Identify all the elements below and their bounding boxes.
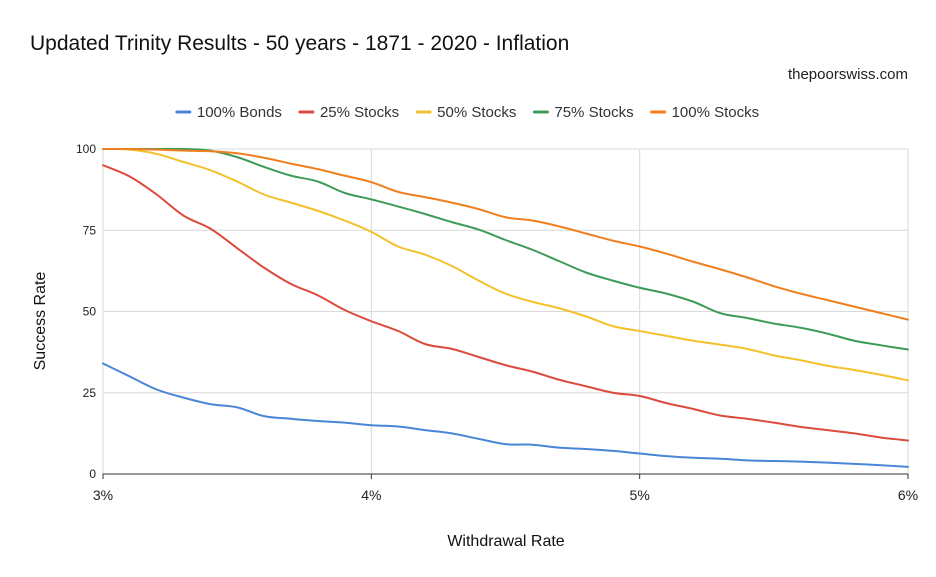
series-line-100pct-bonds bbox=[102, 362, 909, 468]
legend-label: 75% Stocks bbox=[554, 104, 633, 121]
legend-item-50pct-stocks[interactable]: 50% Stocks bbox=[415, 104, 516, 121]
y-tick-label: 25 bbox=[83, 386, 97, 400]
series-line-25pct-stocks bbox=[102, 164, 909, 442]
series-line-75pct-stocks bbox=[102, 147, 909, 351]
legend-item-75pct-stocks[interactable]: 75% Stocks bbox=[532, 104, 634, 121]
x-tick-label: 4% bbox=[361, 487, 381, 503]
legend-label: 25% Stocks bbox=[320, 104, 399, 121]
y-tick-label: 75 bbox=[83, 223, 97, 237]
series-line-50pct-stocks bbox=[102, 148, 909, 382]
y-tick-label: 50 bbox=[83, 305, 97, 319]
x-tick-label: 6% bbox=[898, 487, 918, 503]
x-axis-ticks: 3% 4% 5% 6% bbox=[93, 474, 918, 503]
legend-label: 50% Stocks bbox=[437, 104, 516, 121]
legend-label: 100% Stocks bbox=[672, 104, 760, 121]
series-lines bbox=[102, 147, 909, 468]
x-axis-label: Withdrawal Rate bbox=[447, 533, 564, 550]
legend-label: 100% Bonds bbox=[197, 104, 282, 121]
x-tick-label: 5% bbox=[630, 487, 650, 503]
y-axis-label: Success Rate bbox=[32, 272, 49, 371]
legend-item-100pct-bonds[interactable]: 100% Bonds bbox=[175, 104, 282, 121]
y-tick-label: 0 bbox=[89, 467, 96, 481]
chart-title: Updated Trinity Results - 50 years - 187… bbox=[30, 32, 569, 55]
grid-lines bbox=[102, 148, 909, 474]
x-tick-label: 3% bbox=[93, 487, 113, 503]
legend-item-25pct-stocks[interactable]: 25% Stocks bbox=[298, 104, 399, 121]
source-label: thepoorswiss.com bbox=[788, 66, 908, 83]
legend: 100% Bonds 25% Stocks 50% Stocks 75% Stocks… bbox=[175, 104, 760, 121]
y-tick-label: 100 bbox=[76, 142, 96, 156]
series-line-100pct-stocks bbox=[102, 147, 909, 321]
y-axis-ticks: 0 25 50 75 100 bbox=[76, 142, 96, 481]
legend-item-100pct-stocks[interactable]: 100% Stocks bbox=[650, 104, 760, 121]
